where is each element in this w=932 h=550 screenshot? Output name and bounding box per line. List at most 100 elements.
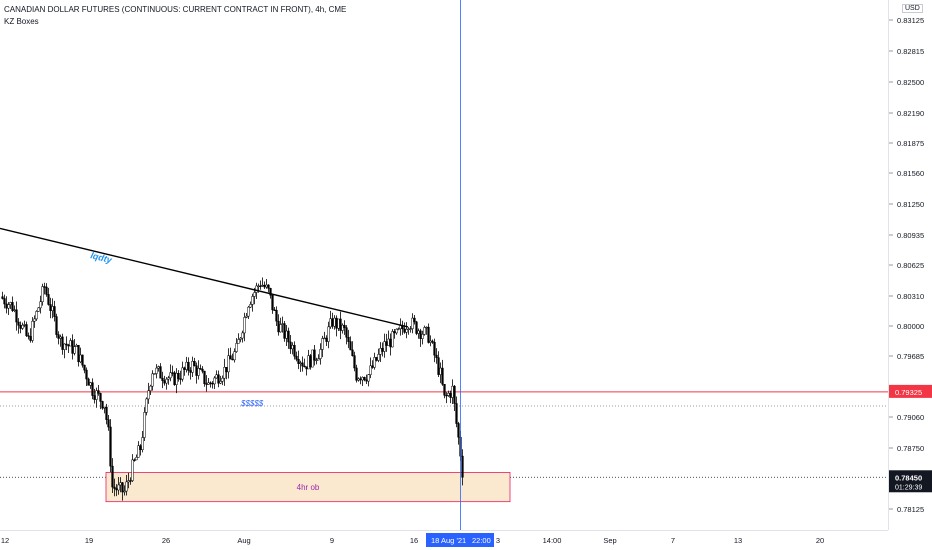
candle-body: [233, 351, 236, 361]
candle-body: [25, 324, 28, 336]
indicator-label[interactable]: KZ Boxes: [4, 17, 39, 26]
candle-body: [199, 368, 202, 370]
candle-body: [33, 318, 36, 322]
price-tick-label: 0.79060: [897, 413, 924, 422]
candle-body: [27, 335, 30, 337]
candle-body: [461, 455, 464, 478]
time-tick-label: 7: [671, 536, 675, 545]
candle-body: [179, 378, 182, 380]
candle-body: [333, 317, 336, 327]
candle-body: [275, 310, 278, 322]
candle-body: [403, 328, 406, 333]
candle-body: [193, 360, 196, 367]
candle-body: [13, 309, 16, 311]
symbol-title[interactable]: CANADIAN DOLLAR FUTURES (CONTINUOUS: CUR…: [4, 5, 347, 14]
time-tick-label: 13: [734, 536, 742, 545]
candle-body: [101, 401, 104, 409]
candle-body: [137, 445, 140, 458]
candle-body: [93, 395, 96, 400]
time-tick-label: 9: [330, 536, 334, 545]
price-tick-label: 0.80625: [897, 261, 924, 270]
currency-label[interactable]: USD: [902, 4, 923, 13]
candle-body: [329, 318, 332, 328]
candle-body: [305, 366, 308, 370]
candle-body: [387, 338, 390, 346]
candle-body: [419, 330, 422, 339]
candle-body: [75, 344, 78, 347]
candle-body: [355, 367, 358, 381]
candle-body: [15, 309, 18, 323]
candle-body: [141, 437, 144, 450]
candle-body: [125, 481, 128, 492]
candle-body: [243, 317, 246, 334]
candle-body: [115, 488, 118, 491]
candle-body: [69, 340, 72, 347]
candle-body: [65, 343, 68, 346]
candle-body: [301, 362, 304, 367]
candle-body: [29, 336, 32, 341]
candle-body: [207, 382, 210, 385]
candle-body: [203, 370, 206, 384]
candle-body: [153, 373, 156, 375]
candle-body: [229, 355, 232, 360]
candle-body: [251, 296, 254, 305]
candle-body: [209, 382, 212, 384]
time-axis[interactable]: 12 19 26 Aug 9 16 3 14:00 Sep 7 13 20: [0, 530, 888, 546]
candle-body: [405, 329, 408, 333]
candle-body: [95, 390, 98, 400]
candle-body: [51, 306, 54, 311]
last-price-badge: [889, 470, 932, 493]
candle-body: [227, 355, 230, 373]
candle-body: [293, 345, 296, 357]
candle-body: [259, 285, 262, 287]
candle-body: [283, 323, 286, 339]
candle-body: [381, 348, 384, 352]
price-tick-label: 0.82500: [897, 78, 924, 87]
candle-body: [323, 337, 326, 340]
time-tick-label: 14:00: [543, 536, 562, 545]
candle-body: [311, 349, 314, 368]
crosshair-vertical: 18 Aug '21 22:00: [426, 0, 494, 547]
candle-body: [315, 359, 318, 362]
candle-body: [425, 326, 428, 329]
candle-body: [127, 480, 130, 483]
candle-body: [7, 304, 10, 309]
candle-body: [231, 358, 234, 361]
last-price-label: 0.78450: [895, 473, 922, 482]
candle-body: [151, 373, 154, 387]
candle-body: [201, 368, 204, 372]
candle-body: [353, 355, 356, 369]
crosshair-time-sub: 22:00: [472, 536, 491, 545]
candle-body: [169, 372, 172, 379]
candle-body: [389, 338, 392, 348]
candle-body: [455, 403, 458, 424]
candle-body: [111, 465, 114, 488]
candle-body: [423, 327, 426, 335]
candle-body: [367, 374, 370, 382]
dollar-signs-label: $$$$$: [240, 399, 264, 408]
price-tick-label: 0.80935: [897, 231, 924, 240]
candle-body: [43, 286, 46, 288]
candle-body: [175, 373, 178, 385]
candle-body: [129, 480, 132, 482]
candle-body: [457, 423, 460, 438]
candle-body: [435, 354, 438, 358]
candle-body: [321, 338, 324, 350]
time-tick-label: 3: [496, 536, 500, 545]
candle-body: [79, 354, 82, 363]
candle-body: [35, 311, 38, 320]
candle-body: [185, 361, 188, 370]
candle-body: [421, 334, 424, 339]
candle-body: [45, 286, 48, 295]
candle-body: [317, 358, 320, 361]
candle-body: [217, 374, 220, 384]
price-axis[interactable]: 0.83125 0.82815 0.82500 0.82190 0.81875 0.815…: [888, 0, 932, 530]
candle-body: [191, 360, 194, 373]
candle-body: [135, 457, 138, 461]
candle-body: [287, 330, 290, 343]
candle-body: [313, 349, 316, 361]
candle-body: [351, 349, 354, 356]
candle-body: [411, 317, 414, 329]
candle-body: [71, 340, 74, 354]
